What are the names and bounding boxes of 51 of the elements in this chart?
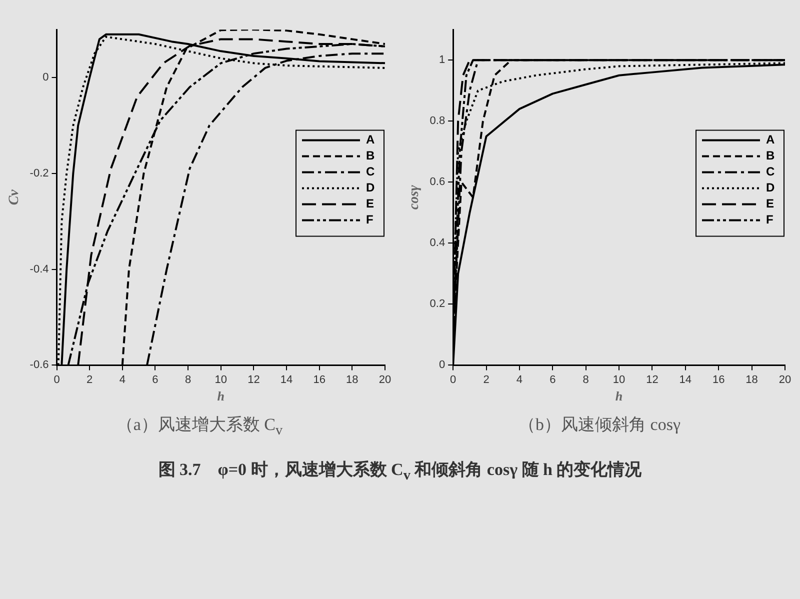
- text: （a）风速增大系数 C$_{v}$: [115, 414, 284, 440]
- caption: 图 3.7 φ=0 时，风速增大系数 C$_{v}$ 和倾斜角 cosγ 随 h 的变化情况: [157, 459, 643, 484]
- x-tick-label: 0: [54, 374, 60, 386]
- text: （b）风速倾斜角 cosγ: [518, 414, 682, 436]
- legend-label: F: [766, 212, 774, 227]
- y-tick-label: 0: [438, 359, 446, 372]
- legend-label: C: [366, 164, 375, 179]
- legend-label: D: [766, 180, 775, 195]
- legend-label: A: [766, 132, 775, 147]
- y-tick-label: -0.4: [30, 263, 49, 276]
- x-axis-title: h: [217, 388, 224, 404]
- x-tick-label: 8: [582, 374, 589, 386]
- y-tick-label: 0.8: [430, 115, 446, 128]
- x-tick-label: 10: [612, 374, 626, 386]
- x-tick-label: 6: [550, 374, 556, 386]
- legend-label: E: [366, 196, 374, 211]
- y-tick-label: 0.4: [430, 237, 446, 250]
- y-axis-title: cosγ: [407, 184, 422, 210]
- x-tick-label: 6: [152, 374, 158, 386]
- legend-label: D: [366, 180, 375, 195]
- x-tick-label: 12: [248, 374, 260, 386]
- legend-label: C: [766, 164, 775, 179]
- x-axis-title: h: [615, 388, 623, 404]
- x-tick-label: 18: [746, 374, 758, 386]
- legend-label: B: [366, 148, 375, 163]
- x-tick-label: 4: [119, 374, 126, 386]
- x-tick-label: 14: [280, 374, 293, 386]
- x-tick-label: 16: [712, 374, 725, 386]
- legend-label: B: [766, 148, 775, 163]
- y-tick-label: -0.2: [30, 167, 49, 180]
- x-tick-label: 2: [86, 374, 93, 386]
- x-tick-label: 0: [450, 374, 456, 386]
- legend-label: A: [366, 132, 375, 147]
- x-tick-label: 2: [483, 374, 490, 386]
- y-tick-label: 1: [438, 54, 446, 66]
- x-tick-label: 18: [346, 374, 358, 386]
- x-tick-label: 10: [214, 374, 227, 386]
- y-tick-label: 0.6: [430, 176, 446, 188]
- x-tick-label: 4: [516, 374, 523, 386]
- x-tick-label: 12: [646, 374, 658, 386]
- x-tick-label: 20: [378, 374, 392, 386]
- y-axis-title: Cv: [7, 188, 22, 206]
- y-tick-label: -0.6: [30, 359, 49, 372]
- legend-label: F: [366, 212, 374, 227]
- x-tick-label: 8: [184, 374, 192, 386]
- y-tick-label: 0.2: [430, 298, 446, 310]
- y-tick-label: 0: [42, 72, 49, 84]
- legend-label: E: [766, 196, 774, 211]
- x-tick-label: 16: [313, 374, 326, 386]
- x-tick-label: 14: [679, 374, 692, 386]
- x-tick-label: 20: [778, 374, 792, 386]
